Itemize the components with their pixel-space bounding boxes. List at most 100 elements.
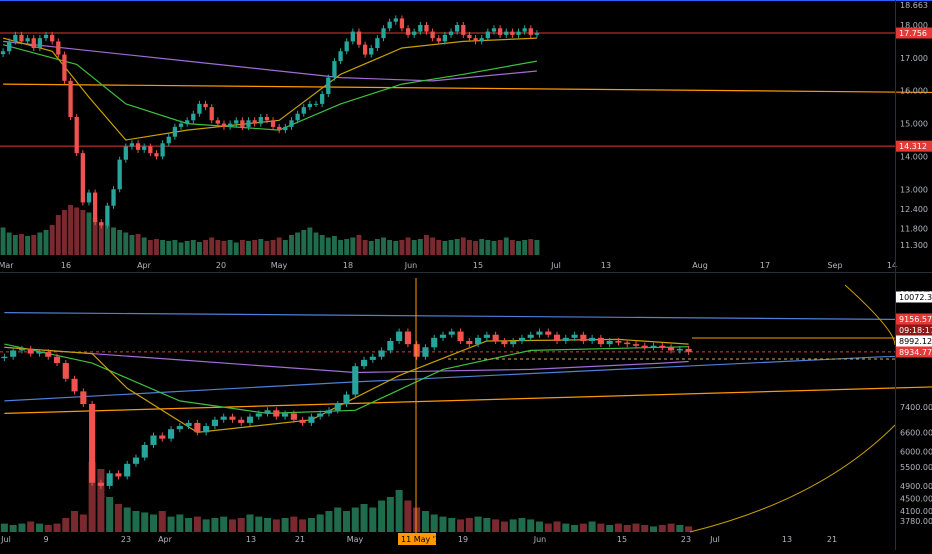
candle-body (229, 416, 236, 420)
volume-bar (97, 469, 105, 532)
candle-body (53, 356, 61, 364)
volume-bar (405, 237, 411, 255)
candle-body (19, 34, 24, 42)
bottom-price-panel[interactable]: 11000.007400.006600.006000.005500.004900… (0, 278, 932, 545)
volume-bar (544, 523, 552, 532)
volume-bar (49, 225, 55, 255)
x-tick-label: 23 (121, 535, 131, 544)
volume-bar (307, 227, 313, 255)
candle-body (387, 21, 392, 29)
y-tick-label: 4900.00 (900, 482, 932, 491)
volume-bar (141, 237, 147, 255)
volume-bar (374, 239, 380, 255)
y-tick-label: 4500.00 (900, 495, 932, 504)
candle-body (396, 331, 403, 341)
price-tag (896, 27, 932, 39)
candle-body (527, 334, 534, 338)
volume-bar (190, 240, 196, 255)
x-tick-label: 21 (295, 535, 305, 544)
candle-body (264, 117, 270, 121)
candle-body (475, 337, 482, 345)
candle-body (148, 146, 153, 154)
volume-bar (535, 521, 543, 532)
candle-body (405, 28, 411, 35)
volume-bar (597, 523, 605, 532)
candle-body (356, 31, 362, 45)
candle-body (381, 28, 386, 39)
candle-body (106, 473, 113, 486)
candle-body (194, 422, 201, 433)
candle-body (317, 413, 324, 417)
candle-body (571, 334, 578, 338)
volume-bar (123, 232, 129, 255)
candle-body (240, 120, 245, 127)
candle-body (215, 120, 220, 124)
x-tick-label: May (347, 535, 364, 544)
candle-body (325, 410, 333, 414)
volume-bar (404, 500, 412, 532)
volume-bar (386, 497, 394, 532)
volume-bar (338, 240, 344, 255)
candle-body (522, 28, 527, 32)
volume-bar (150, 514, 158, 532)
candle-body (150, 435, 157, 445)
candle-body (412, 31, 417, 35)
volume-bar (466, 240, 472, 255)
volume-bar (454, 239, 460, 255)
candle-body (197, 103, 202, 114)
candle-body (343, 394, 350, 404)
candle-body (393, 18, 398, 22)
x-tick-label: Jun (533, 535, 547, 544)
volume-bar (117, 230, 123, 255)
indicator-line (4, 343, 689, 415)
candle-body (71, 378, 78, 392)
candle-body (10, 350, 17, 357)
volume-bar (448, 240, 454, 255)
volume-bar (387, 240, 393, 255)
volume-bar (351, 507, 359, 532)
volume-bar (0, 523, 8, 532)
volume-bar (176, 514, 184, 532)
volume-bar (196, 242, 202, 255)
price-tag-label: 17.756 (899, 29, 927, 38)
candle-body (0, 51, 6, 55)
y-tick-label: 3780.00 (900, 517, 932, 526)
volume-bar (344, 239, 350, 255)
candle-body (273, 410, 280, 417)
volume-bar (132, 511, 140, 532)
candle-body (332, 61, 337, 78)
volume-bar (79, 514, 87, 532)
volume-bar (141, 512, 149, 532)
candle-body (160, 143, 165, 157)
indicator-line (3, 83, 932, 94)
candle-body (338, 51, 343, 62)
volume-bar (614, 523, 622, 532)
price-tag (896, 291, 932, 303)
candle-body (258, 117, 263, 124)
volume-bar (411, 240, 417, 255)
candle-body (492, 334, 499, 341)
volume-bar (158, 511, 166, 532)
candle-body (97, 482, 104, 486)
candle-body (307, 103, 313, 108)
indicator-line (4, 354, 932, 402)
price-tag (896, 324, 932, 336)
x-tick-label: Apr (137, 261, 152, 270)
volume-bar (457, 519, 465, 532)
candle-body (211, 419, 218, 427)
volume-bar (43, 230, 49, 255)
candle-body (277, 126, 282, 131)
candle-body (191, 113, 196, 121)
indicator-line (3, 40, 537, 82)
volume-bar (123, 507, 131, 532)
price-tag (896, 335, 932, 347)
candle-body (615, 341, 622, 343)
volume-bar (368, 241, 374, 255)
candle-body (178, 123, 184, 127)
candle-body (50, 34, 55, 42)
volume-bar (62, 518, 70, 532)
top-price-panel[interactable]: 18.000 17.000 16.000 15.000 14.000 13.000 12.4… (0, 1, 932, 270)
